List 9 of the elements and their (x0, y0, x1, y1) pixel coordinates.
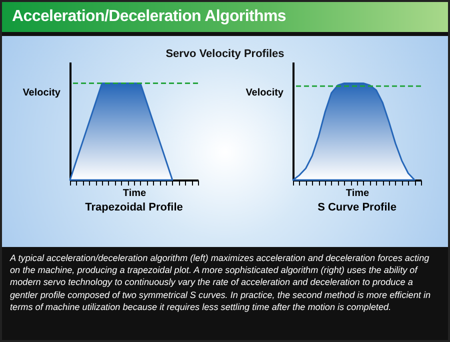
text: Trapezoidal Profile (85, 202, 183, 214)
text: Acceleration/Deceleration Algorithms (2, 2, 448, 32)
text: Servo Velocity Profiles (164, 47, 286, 60)
text: A typical acceleration/deceleration algorithm (left) maximizes acceleration and deceleration forces acting on the machine, producing a trapezoidal plot. A more sophisticated algorithm (right) uses the ability of modern servo technology to continuously vary the rate of acceleration and deceleration to produce a gentler profile composed of two symmetrical S curves. In practice, the second method is more efficient in terms of machine utilization because it requires less settling time after the motion is completed. (8, 252, 432, 314)
y-axis-title: Velocity (246, 88, 284, 98)
x-axis-title: Time (122, 188, 147, 199)
text: S Curve Profile (318, 202, 396, 214)
x-axis-title: Time (346, 188, 370, 199)
y-axis-title: Velocity (22, 88, 61, 98)
